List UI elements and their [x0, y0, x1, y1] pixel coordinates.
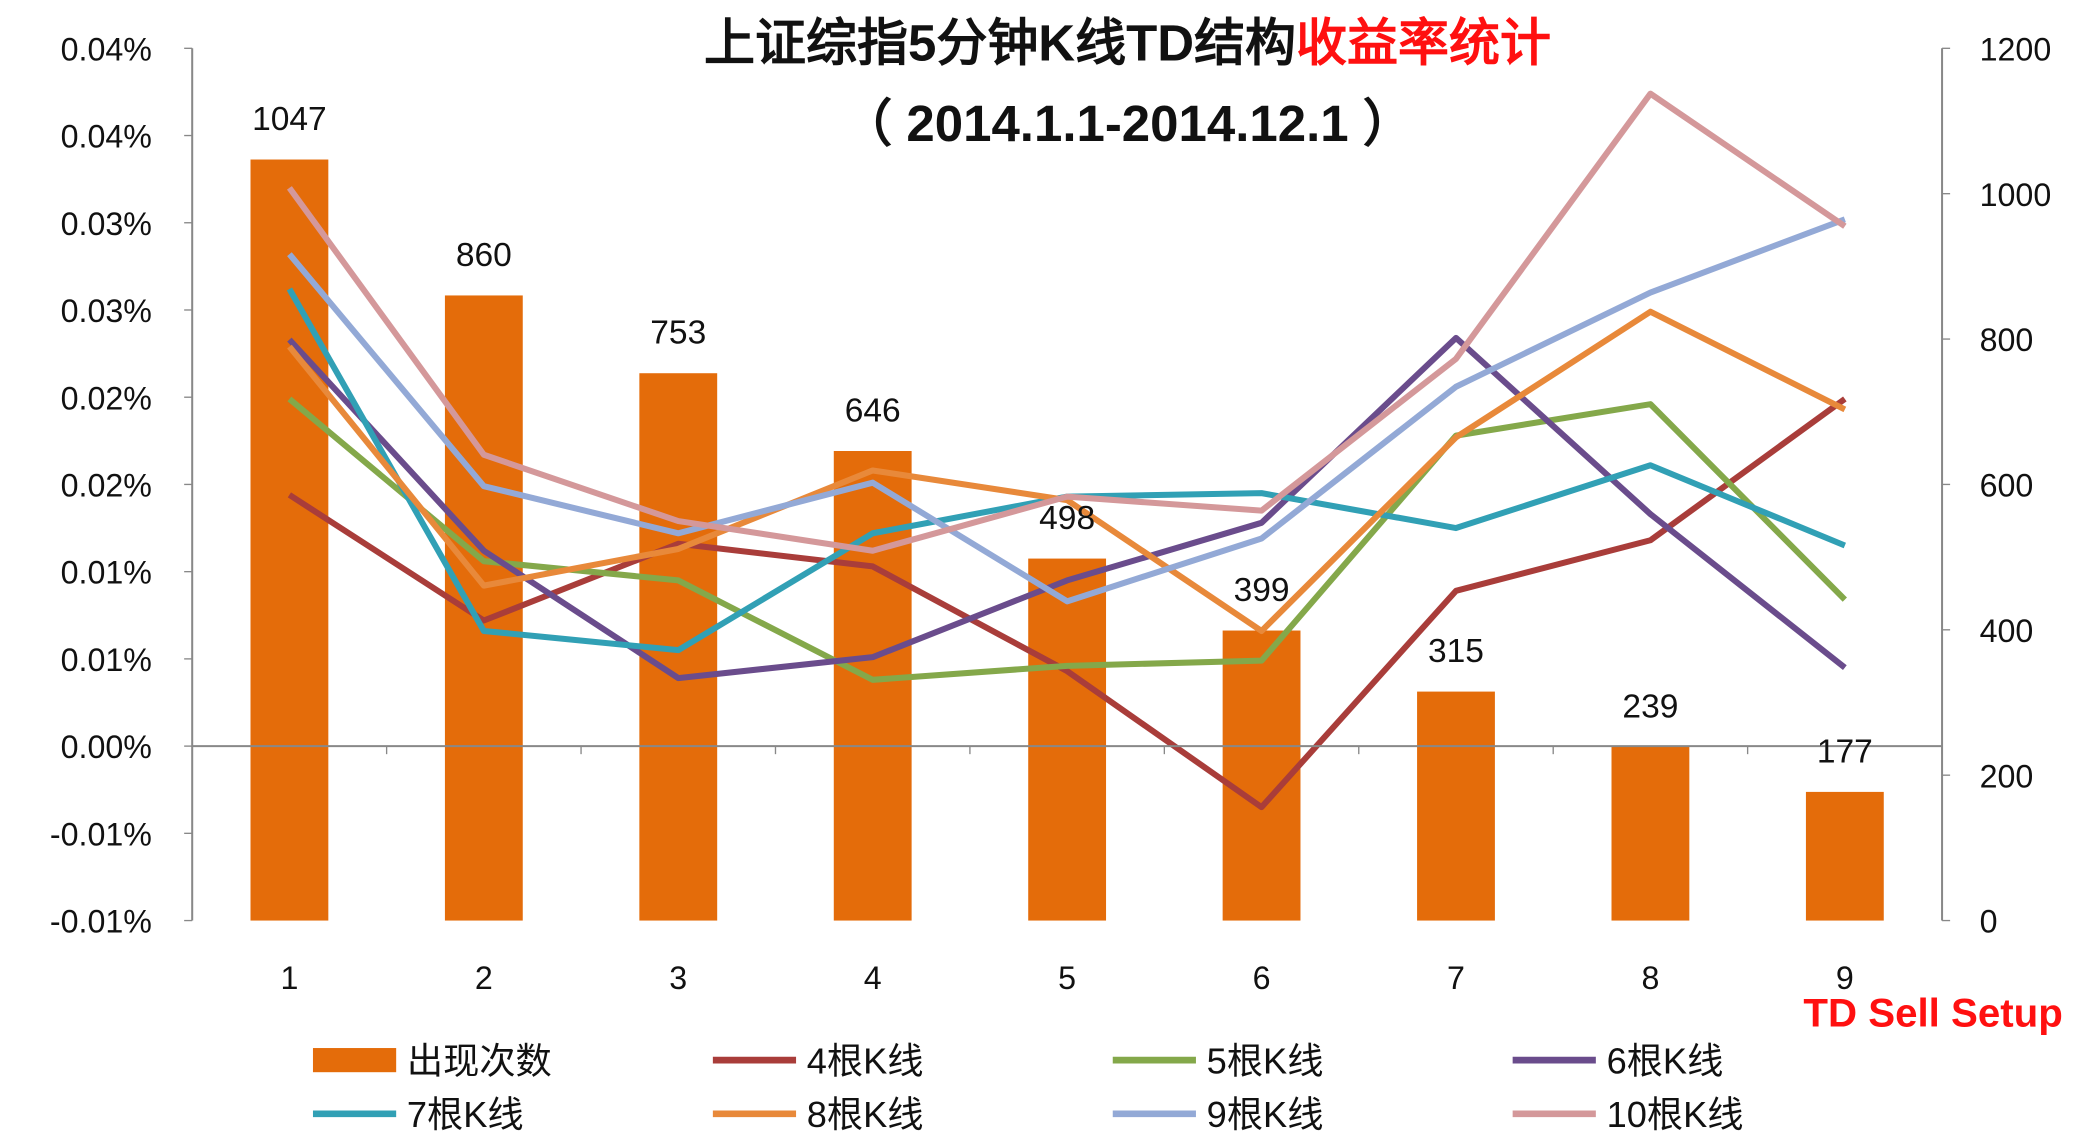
bar-data-label: 177: [1817, 733, 1873, 770]
right-tick-label: 1200: [1980, 31, 2052, 67]
bar-data-label: 860: [456, 237, 512, 274]
right-tick-label: 0: [1980, 904, 1998, 940]
bar-data-label: 315: [1428, 633, 1484, 670]
right-tick-label: 600: [1980, 468, 2034, 504]
legend-label: 5根K线: [1207, 1041, 1324, 1082]
legend-label: 出现次数: [407, 1041, 552, 1082]
left-tick-label: 0.03%: [61, 206, 152, 242]
right-tick-label: 800: [1980, 322, 2034, 358]
title-highlight: 收益率统计: [1296, 14, 1551, 71]
left-tick-label: -0.01%: [50, 904, 152, 940]
chart-subtitle: （ 2014.1.1-2014.12.1 ）: [841, 95, 1414, 152]
legend-label: 4根K线: [807, 1041, 924, 1082]
left-tick-label: 0.01%: [61, 642, 152, 678]
legend-label: 10根K线: [1607, 1094, 1744, 1135]
left-tick-label: -0.01%: [50, 816, 152, 852]
legend-label: 7根K线: [407, 1094, 524, 1135]
left-tick-label: 0.02%: [61, 468, 152, 504]
legend-label: 8根K线: [807, 1094, 924, 1135]
bar-7: [1417, 691, 1495, 921]
bar-data-label: 239: [1622, 688, 1678, 725]
category-label: 3: [669, 960, 687, 996]
legend-label: 9根K线: [1207, 1094, 1324, 1135]
category-label: 2: [475, 960, 493, 996]
bar-5: [1028, 558, 1107, 921]
category-label: 1: [280, 960, 298, 996]
left-tick-label: 0.00%: [61, 729, 152, 765]
bar-data-label: 646: [845, 392, 901, 429]
bar-9: [1805, 791, 1884, 921]
left-tick-label: 0.04%: [61, 119, 152, 155]
category-label: 9: [1836, 960, 1854, 996]
bar-data-label: 753: [650, 315, 706, 352]
td-sell-setup-annotation: TD Sell Setup: [1803, 991, 2062, 1036]
chart-title: 上证综指5分钟K线TD结构收益率统计: [704, 14, 1551, 71]
bar-1: [250, 159, 329, 921]
left-tick-label: 0.02%: [61, 380, 152, 416]
category-label: 4: [864, 960, 882, 996]
title-main: 上证综指5分钟K线TD结构: [704, 14, 1296, 71]
category-label: 5: [1058, 960, 1076, 996]
bar-data-label: 498: [1039, 500, 1095, 537]
category-label: 6: [1253, 960, 1271, 996]
right-tick-label: 200: [1980, 758, 2034, 794]
left-tick-label: 0.04%: [61, 31, 152, 67]
left-tick-label: 0.01%: [61, 555, 152, 591]
left-tick-label: 0.03%: [61, 293, 152, 329]
bar-data-label: 399: [1234, 572, 1290, 609]
legend-label: 6根K线: [1607, 1041, 1724, 1082]
bar-8: [1611, 746, 1690, 921]
bar-4: [833, 450, 912, 921]
category-label: 8: [1641, 960, 1659, 996]
category-label: 7: [1447, 960, 1465, 996]
right-tick-label: 1000: [1980, 177, 2052, 213]
bar-data-label: 1047: [252, 101, 327, 138]
legend-swatch-bar: [312, 1048, 397, 1073]
right-tick-label: 400: [1980, 613, 2034, 649]
